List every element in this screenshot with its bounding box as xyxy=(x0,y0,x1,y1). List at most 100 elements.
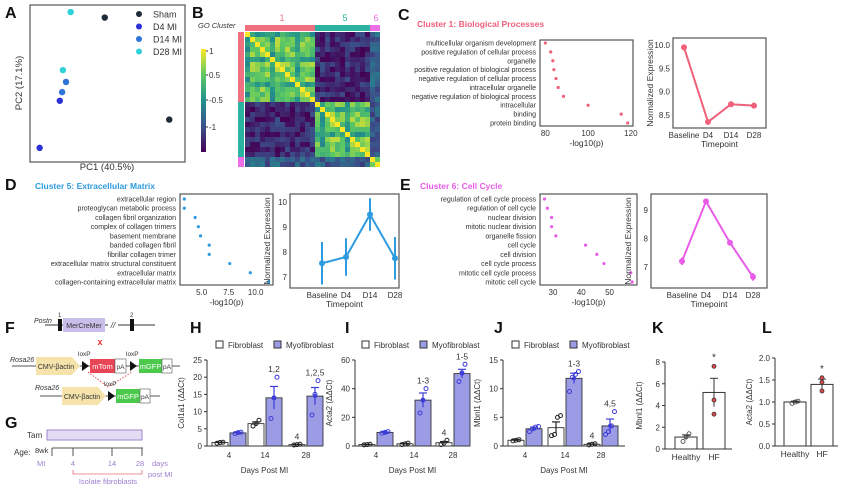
heatmap-cell xyxy=(350,62,355,67)
data-point xyxy=(728,101,734,108)
data-point xyxy=(711,411,717,417)
heatmap-cell xyxy=(370,112,375,117)
heatmap-cell xyxy=(335,127,340,132)
heatmap-cell xyxy=(270,72,275,77)
legend-label: D4 MI xyxy=(153,22,177,32)
legend-marker xyxy=(136,36,142,42)
heatmap-cell xyxy=(295,117,300,122)
data-point xyxy=(367,441,373,447)
data-point xyxy=(294,442,300,448)
heatmap-cell xyxy=(315,52,320,57)
heatmap-cell xyxy=(320,132,325,137)
term-label: cell cycle process xyxy=(481,261,536,268)
x-tick-label: HF xyxy=(816,449,827,459)
data-point xyxy=(792,399,798,405)
data-point-d28-mi xyxy=(67,8,74,16)
y-tick-label: 7 xyxy=(283,273,288,282)
heatmap-cell xyxy=(255,97,260,102)
data-point xyxy=(248,271,252,275)
heatmap-cell xyxy=(315,127,320,132)
heatmap-cell xyxy=(295,157,300,162)
heatmap-cell xyxy=(270,152,275,157)
heatmap-cell xyxy=(305,162,310,167)
heatmap-cell xyxy=(305,157,310,162)
heatmap-cell xyxy=(245,152,250,157)
heatmap-cell xyxy=(310,102,315,107)
heatmap-cell xyxy=(345,157,350,162)
heatmap-cell xyxy=(320,142,325,147)
term-label: nuclear division xyxy=(488,215,536,222)
heatmap-cell xyxy=(325,62,330,67)
term-label: fibrillar collagen trimer xyxy=(108,252,177,259)
heatmap-cell xyxy=(305,117,310,122)
heatmap-cell xyxy=(260,67,265,72)
x-tick-label: D14 xyxy=(363,291,378,300)
heatmap-cell xyxy=(360,132,365,137)
heatmap-cell xyxy=(250,32,255,37)
term-label: mitotic cell cycle process xyxy=(459,270,537,277)
panel-label-c: C xyxy=(398,7,410,24)
heatmap-cell xyxy=(250,142,255,147)
heatmap-cell xyxy=(305,87,310,92)
heatmap-cell xyxy=(270,102,275,107)
heatmap-cell xyxy=(265,87,270,92)
heatmap-cell xyxy=(330,77,335,82)
heatmap-cell xyxy=(320,32,325,37)
heatmap-cell xyxy=(370,37,375,42)
heatmap-cell xyxy=(325,107,330,112)
heatmap-cell xyxy=(250,77,255,82)
heatmap-cell xyxy=(245,82,250,87)
heatmap-cell xyxy=(305,102,310,107)
significance-label: 1-5 xyxy=(456,351,469,361)
x-axis-label: Days Post MI xyxy=(389,466,437,475)
data-point xyxy=(751,102,757,109)
heatmap-cell xyxy=(300,47,305,52)
heatmap-cell xyxy=(275,77,280,82)
heatmap-cell xyxy=(325,112,330,117)
data-point xyxy=(268,415,274,421)
heatmap-cell xyxy=(305,42,310,47)
x-tick-label: 30 xyxy=(549,288,558,297)
heatmap-cell xyxy=(310,112,315,117)
data-point xyxy=(552,68,556,72)
heatmap-cell xyxy=(350,37,355,42)
heatmap-cell xyxy=(285,147,290,152)
heatmap-cell xyxy=(280,117,285,122)
heatmap-cell xyxy=(300,127,305,132)
heatmap-cell xyxy=(290,107,295,112)
heatmap-cell xyxy=(360,57,365,62)
data-point xyxy=(462,361,468,367)
heatmap-cell xyxy=(325,137,330,142)
heatmap-cell xyxy=(365,72,370,77)
heatmap-cell xyxy=(255,82,260,87)
break-gap xyxy=(108,320,118,330)
heatmap-cell xyxy=(360,97,365,102)
heatmap-cell xyxy=(330,107,335,112)
heatmap-cell xyxy=(295,37,300,42)
heatmap-cell xyxy=(335,42,340,47)
heatmap-cell xyxy=(260,62,265,67)
heatmap-cell xyxy=(250,162,255,167)
data-point xyxy=(573,371,578,377)
heatmap-cell xyxy=(315,132,320,137)
heatmap-cell xyxy=(255,142,260,147)
heatmap-cell xyxy=(270,157,275,162)
panel-label-l: L xyxy=(762,320,772,337)
heatmap-cell xyxy=(265,47,270,52)
x-tick-label: 4 xyxy=(374,451,379,460)
heatmap-cell xyxy=(335,162,340,167)
heatmap-cell xyxy=(250,147,255,152)
heatmap-cell xyxy=(360,107,365,112)
legend-swatch-myofibroblast xyxy=(569,340,578,349)
heatmap-cell xyxy=(360,52,365,57)
heatmap-cell xyxy=(315,117,320,122)
heatmap-cell xyxy=(325,52,330,57)
heatmap-cell xyxy=(270,37,275,42)
heatmap-cell xyxy=(330,37,335,42)
y-tick-label: 8.5 xyxy=(659,111,671,120)
mean-marker xyxy=(532,426,536,431)
heatmap-cell xyxy=(350,77,355,82)
cmv-promoter-arrow xyxy=(62,387,106,405)
heatmap-cell xyxy=(255,157,260,162)
heatmap-cell xyxy=(295,127,300,132)
